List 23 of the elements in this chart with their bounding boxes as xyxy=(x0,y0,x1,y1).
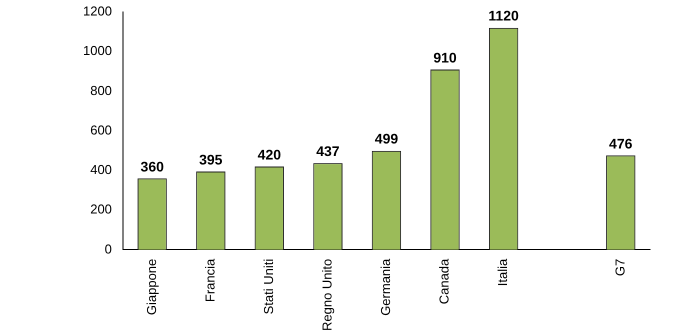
y-tick-label: 1200 xyxy=(83,4,112,19)
data-label: 360 xyxy=(140,158,164,174)
data-label: 476 xyxy=(609,135,633,152)
x-tick-label: G7 xyxy=(612,258,628,276)
data-label: 910 xyxy=(433,49,457,66)
y-tick-label: 0 xyxy=(104,241,112,256)
y-tick-label: 1000 xyxy=(83,43,112,58)
data-label: 499 xyxy=(374,130,398,147)
data-label: 395 xyxy=(199,151,223,168)
x-tick-label: Giappone xyxy=(144,258,159,316)
data-label: 437 xyxy=(316,143,340,160)
y-tick-label: 600 xyxy=(90,122,112,138)
x-tick-label: Canada xyxy=(436,258,452,304)
x-tick-label: Francia xyxy=(202,258,218,302)
y-tick-label: 400 xyxy=(90,162,112,178)
x-tick-label: Regno Unito xyxy=(319,258,334,332)
x-tick-label: Italia xyxy=(495,258,510,286)
x-tick-label: Germania xyxy=(378,258,394,316)
y-tick-label: 200 xyxy=(90,202,112,217)
data-label: 1120 xyxy=(488,8,519,24)
data-label: 420 xyxy=(258,146,282,162)
x-tick-label: Stati Uniti xyxy=(260,258,276,314)
y-tick-label: 800 xyxy=(90,82,112,98)
